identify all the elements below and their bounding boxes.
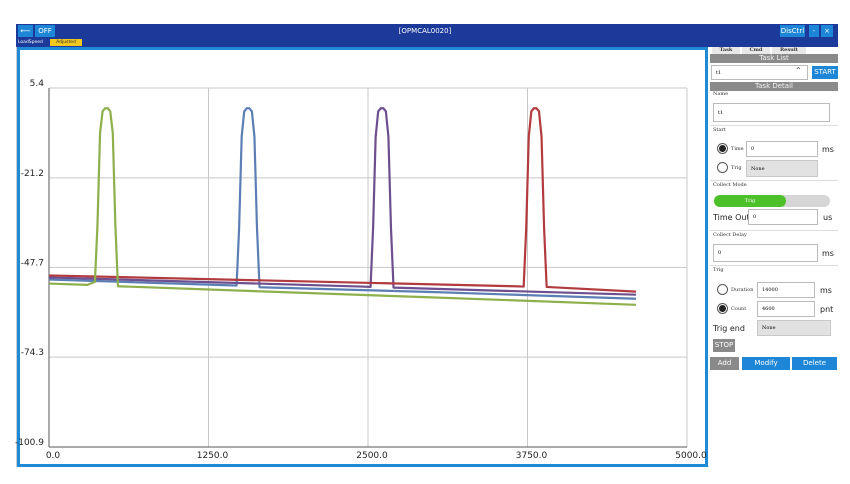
count-input[interactable]: 4600 bbox=[757, 301, 815, 317]
chevron-icon: ⌃ bbox=[795, 66, 802, 75]
power-button[interactable]: OFF bbox=[35, 25, 55, 37]
series-line bbox=[48, 107, 637, 306]
series-line bbox=[48, 107, 636, 300]
radio-label: Count bbox=[731, 306, 747, 312]
separator bbox=[710, 265, 838, 266]
timeout-input[interactable]: 0 bbox=[748, 209, 818, 225]
unit-label: ms bbox=[822, 145, 834, 154]
stop-button[interactable]: STOP bbox=[713, 339, 735, 352]
radio-selected[interactable] bbox=[717, 303, 728, 314]
delay-input[interactable]: 0 bbox=[713, 244, 818, 262]
y-tick-label: 5.4 bbox=[30, 79, 45, 89]
disctrl-button[interactable]: DisCtrl bbox=[780, 25, 805, 37]
menu-button[interactable]: ⟵ bbox=[18, 25, 33, 37]
time-input[interactable]: 0 bbox=[746, 141, 818, 157]
add-button[interactable]: Add bbox=[710, 357, 739, 370]
section-label: Start bbox=[713, 127, 726, 133]
radio-label: Time bbox=[731, 146, 744, 152]
close-button[interactable]: × bbox=[821, 25, 833, 37]
radio[interactable] bbox=[717, 284, 728, 295]
separator bbox=[710, 125, 838, 126]
panel-tab[interactable]: Result bbox=[772, 47, 806, 54]
title-bar bbox=[16, 24, 838, 38]
y-tick-label: -100.9 bbox=[15, 438, 44, 448]
section-header: Task List bbox=[710, 54, 838, 63]
radio-selected[interactable] bbox=[717, 143, 728, 154]
section-label: Trig bbox=[713, 267, 724, 273]
chart-panel bbox=[17, 47, 708, 467]
separator bbox=[710, 180, 838, 181]
radio-label: Trig bbox=[731, 165, 742, 171]
y-tick-label: -74.3 bbox=[21, 348, 44, 358]
series-line bbox=[48, 107, 636, 296]
field-label: Name bbox=[713, 91, 729, 97]
modify-button[interactable]: Modify bbox=[742, 357, 790, 370]
tab-active[interactable]: Adjusted bbox=[50, 39, 82, 46]
trig-end-select[interactable]: None bbox=[757, 320, 831, 336]
name-input[interactable]: t1 bbox=[713, 103, 830, 122]
x-tick-label: 5000.0 bbox=[675, 451, 707, 461]
y-tick-label: -21.2 bbox=[21, 169, 44, 179]
unit-label: ms bbox=[820, 286, 832, 295]
unit-label: ms bbox=[822, 249, 834, 258]
section-header: Task Detail bbox=[710, 82, 838, 91]
unit-label: us bbox=[823, 213, 833, 222]
tab-bar bbox=[16, 38, 838, 47]
x-tick-label: 0.0 bbox=[46, 451, 61, 461]
unit-label: pnt bbox=[820, 305, 834, 314]
y-tick-label: -47.7 bbox=[21, 258, 44, 268]
mode-toggle-active[interactable]: Trig bbox=[714, 195, 786, 207]
x-tick-label: 3750.0 bbox=[516, 451, 548, 461]
radio-label: Duration bbox=[731, 287, 754, 293]
window-title: [OPMCAL0020] bbox=[398, 27, 452, 35]
section-label: Collect Delay bbox=[713, 232, 747, 238]
trig-select[interactable]: None bbox=[746, 160, 818, 177]
task-select[interactable]: t1 bbox=[711, 65, 808, 80]
panel-tab[interactable]: Cmd bbox=[742, 47, 770, 54]
start-button[interactable]: START bbox=[812, 66, 838, 79]
x-tick-label: 1250.0 bbox=[197, 451, 229, 461]
radio[interactable] bbox=[717, 162, 728, 173]
field-label: Trig end bbox=[713, 324, 745, 333]
separator bbox=[710, 230, 838, 231]
section-label: Collect Mode bbox=[713, 182, 747, 188]
series-line bbox=[48, 107, 637, 293]
duration-input[interactable]: 14000 bbox=[757, 282, 815, 298]
minimize-button[interactable]: - bbox=[809, 25, 819, 37]
x-tick-label: 2500.0 bbox=[356, 451, 388, 461]
field-label: Time Out bbox=[713, 213, 750, 222]
tab[interactable]: LoadSpeed bbox=[18, 40, 43, 45]
delete-button[interactable]: Delete bbox=[792, 357, 837, 370]
panel-tab[interactable]: Task bbox=[712, 47, 740, 54]
